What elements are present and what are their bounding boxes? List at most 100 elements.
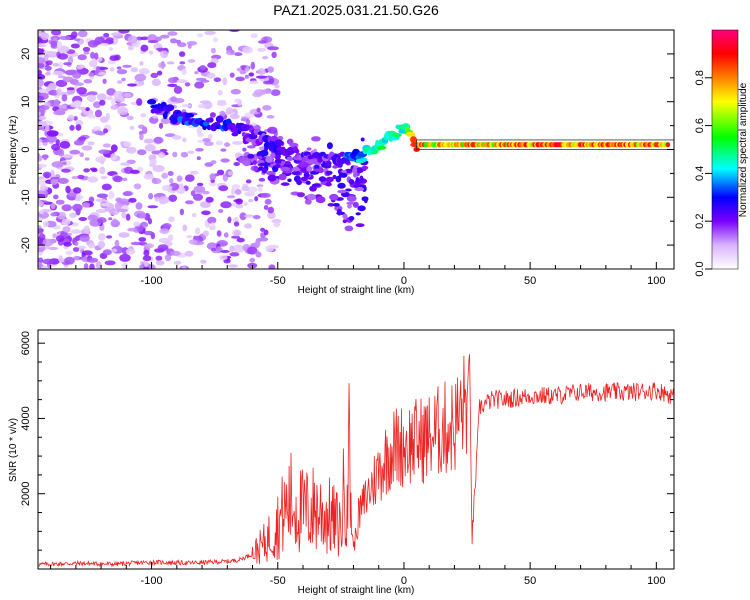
spectrogram-speckle	[158, 152, 166, 159]
spectrogram-speckle	[270, 89, 281, 96]
y-tick-label: 20	[20, 48, 32, 60]
spectrogram-speckle	[87, 91, 98, 96]
spectrogram-speckle	[38, 163, 48, 168]
spectrogram-speckle	[38, 74, 46, 80]
spectrogram-scatter	[259, 149, 269, 157]
spectrogram-scatter	[360, 137, 365, 142]
spectrogram-speckle	[255, 75, 267, 79]
spectrogram-speckle	[87, 141, 95, 146]
spectrogram-speckle	[44, 72, 51, 76]
spectrogram-speckle	[57, 53, 69, 60]
spectrogram-speckle	[99, 43, 109, 47]
spectrogram-speckle	[267, 66, 274, 73]
spectrogram-speckle	[67, 56, 74, 65]
spectrogram-speckle	[111, 248, 118, 253]
spectrogram-speckle	[83, 51, 90, 55]
spectrogram-speckle	[160, 34, 170, 39]
spectrogram-speckle	[110, 144, 118, 153]
x-tick-label: 0	[401, 275, 407, 287]
y-tick-label: -10	[20, 189, 32, 205]
y-tick-label: 10	[20, 96, 32, 108]
spectrogram-tone	[147, 99, 157, 105]
spectrogram-scatter	[332, 174, 337, 180]
spectrogram-scatter	[327, 203, 335, 207]
spectrogram-speckle	[48, 246, 59, 251]
spectrogram-speckle	[179, 61, 186, 65]
spectrogram-speckle	[199, 100, 211, 104]
spectrogram-scatter	[252, 160, 257, 165]
spectrogram-scatter	[280, 166, 291, 171]
spectrogram-scatter	[292, 166, 300, 172]
spectrogram-scatter	[325, 170, 333, 175]
spectrogram-speckle	[273, 221, 281, 228]
spectrogram-speckle	[204, 30, 216, 36]
spectrogram-speckle	[158, 122, 164, 129]
spectrogram-speckle	[77, 174, 85, 180]
spectrogram-speckle	[181, 104, 192, 108]
spectrogram-speckle	[202, 138, 211, 142]
spectrogram-speckle	[139, 61, 144, 66]
spectrogram-scatter	[253, 165, 259, 172]
spectrogram-scatter	[347, 204, 352, 209]
spectrogram-speckle	[42, 171, 52, 178]
spectrogram-speckle	[82, 202, 90, 208]
spectrogram-speckle	[110, 98, 116, 106]
spectrogram-speckle	[38, 230, 43, 235]
spectrogram-speckle	[127, 227, 138, 232]
colorbar-tick-label: 0.8	[694, 70, 706, 85]
spectrogram-speckle	[48, 89, 59, 96]
spectrogram-speckle	[125, 213, 131, 221]
spectrogram-speckle	[176, 175, 183, 182]
spectrogram-speckle	[42, 258, 54, 265]
spectrogram-speckle	[260, 227, 266, 232]
spectrogram-speckle	[150, 72, 159, 78]
spectrogram-speckle	[77, 245, 87, 250]
colorbar: 0.0 0.2 0.4 0.6 0.8 Normalized spectral ampl…	[694, 29, 749, 277]
spectrogram-tone	[405, 131, 416, 137]
spectrogram-speckle	[148, 50, 154, 55]
spectrogram-speckle	[160, 117, 171, 125]
spectrogram-speckle	[98, 72, 107, 76]
spectrogram-speckle	[258, 237, 269, 242]
spectrogram-x-ticks: -100 -50 0 50 100	[50, 262, 666, 287]
spectrogram-scatter	[355, 177, 360, 184]
spectrogram-speckle	[257, 186, 263, 192]
spectrogram-speckle	[129, 169, 140, 174]
spectrogram-speckle	[40, 32, 50, 41]
spectrogram-speckle	[139, 132, 144, 141]
spectrogram-speckle	[87, 114, 97, 119]
spectrogram-speckle	[227, 171, 234, 176]
spectrogram-speckle	[52, 62, 60, 67]
spectrogram-tone	[241, 124, 250, 132]
spectrogram-speckle	[224, 142, 231, 148]
spectrogram-speckle	[64, 256, 75, 265]
spectrogram-speckle	[213, 77, 222, 82]
spectrogram-speckle	[69, 149, 81, 155]
spectrogram-speckle	[120, 162, 131, 166]
spectrogram-speckle	[110, 153, 117, 161]
spectrogram-speckle	[158, 62, 166, 69]
spectrogram-speckle	[173, 260, 182, 265]
spectrogram-speckle	[263, 229, 269, 236]
spectrogram-scatter	[352, 201, 359, 208]
spectrogram-speckle	[271, 51, 277, 59]
spectrogram-scatter	[348, 179, 355, 185]
spectrogram-speckle	[94, 130, 104, 135]
spectrogram-tone	[227, 122, 236, 129]
spectrogram-speckle	[161, 184, 173, 191]
spectrogram-speckle	[69, 124, 75, 131]
spectrogram-scatter	[325, 182, 332, 187]
spectrogram-speckle	[38, 111, 42, 117]
spectrogram-speckle	[229, 245, 235, 253]
spectrogram-speckle	[257, 47, 266, 52]
spectrogram-speckle	[106, 88, 116, 96]
spectrogram-speckle	[210, 247, 217, 252]
spectrogram-speckle	[83, 225, 90, 234]
spectrogram-speckle	[97, 93, 107, 101]
colorbar-tick-label: 0.2	[694, 214, 706, 229]
spectrogram-speckle	[190, 190, 196, 197]
spectrogram-speckle	[151, 178, 162, 185]
spectrogram-speckle	[63, 62, 72, 66]
spectrogram-speckle	[61, 94, 68, 102]
spectrogram-speckle	[193, 185, 206, 193]
